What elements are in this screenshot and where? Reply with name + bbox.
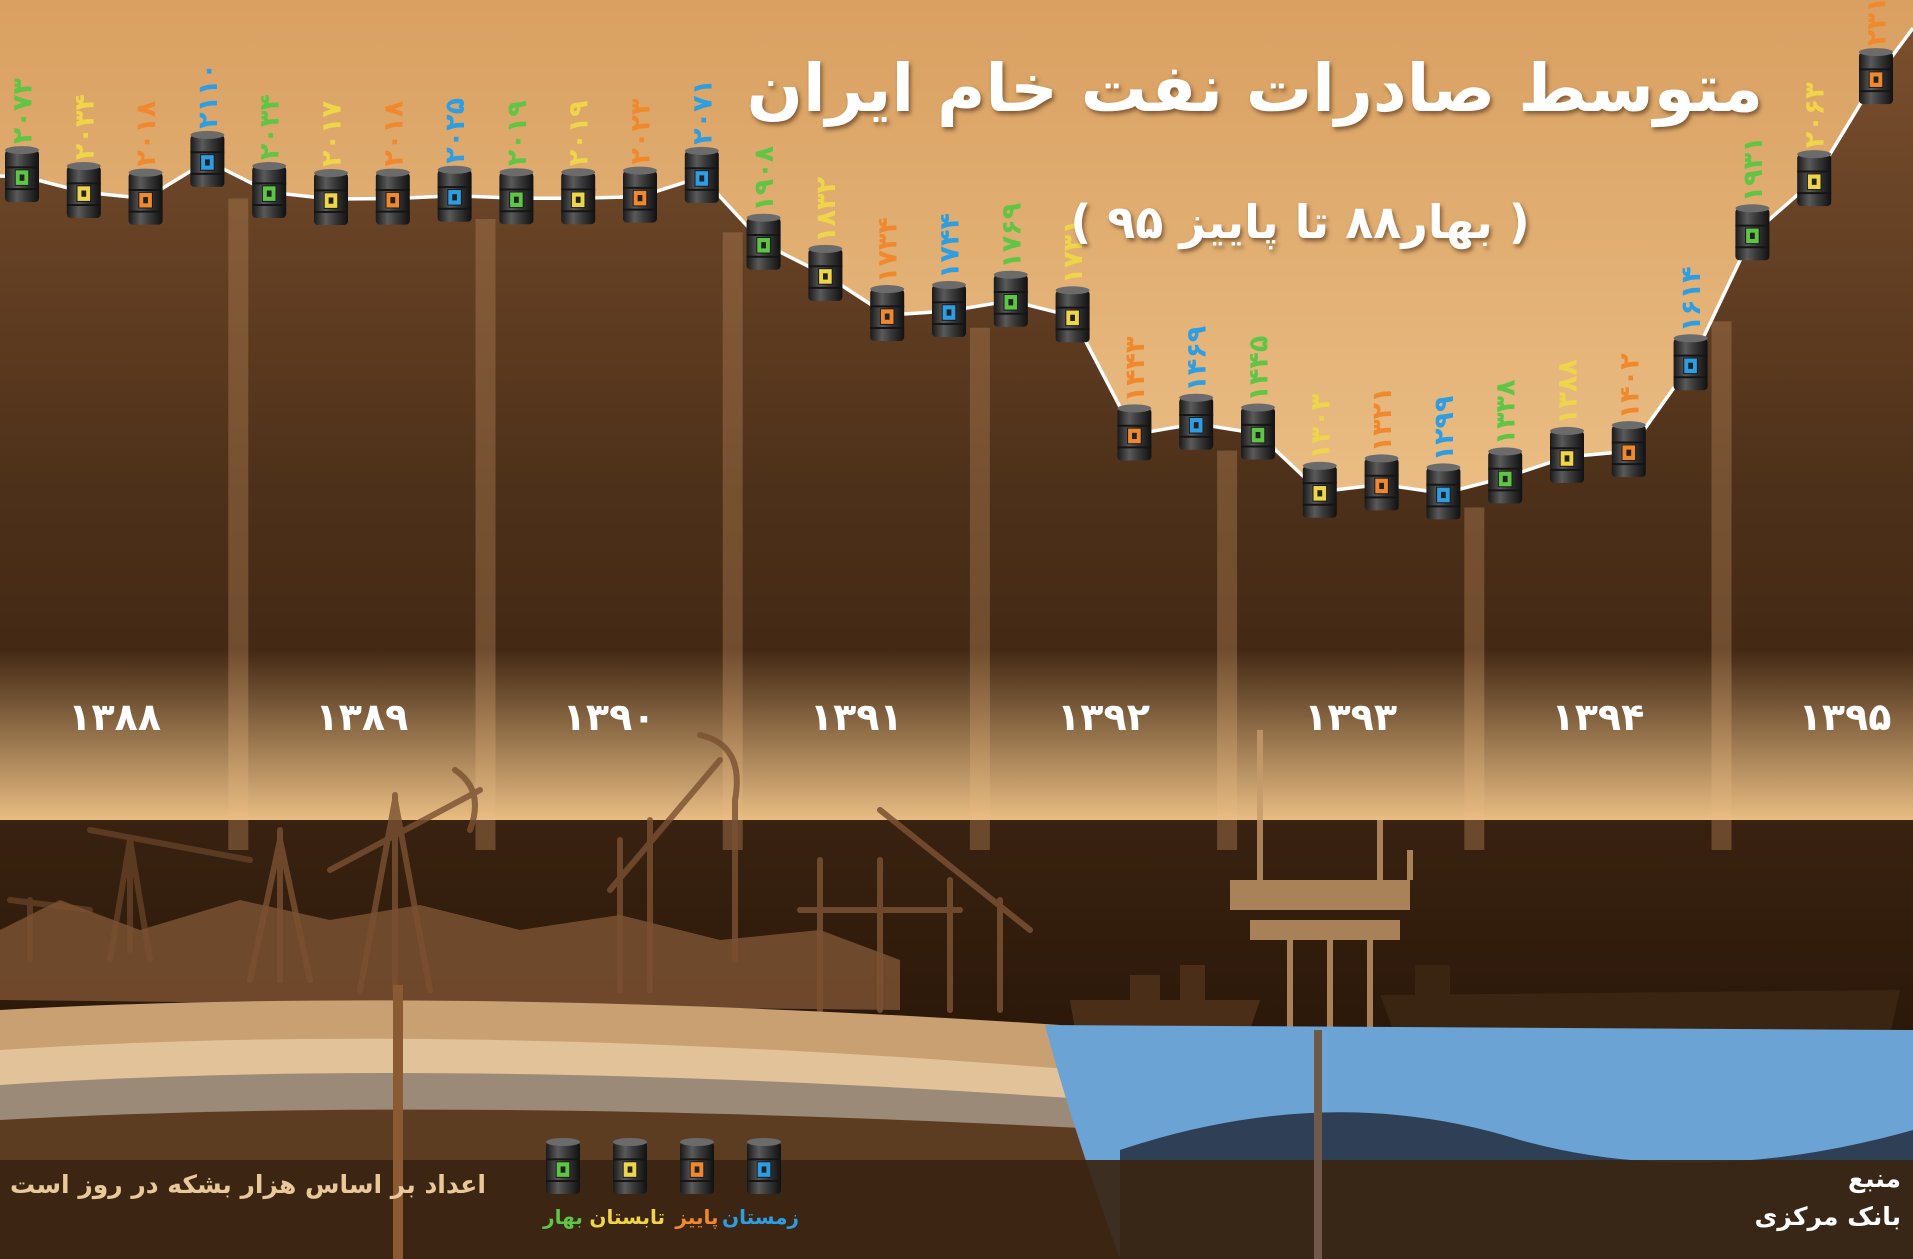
value-label: ۱۹۰۸ (749, 145, 780, 211)
value-label: ۲۰۲۳ (626, 98, 657, 164)
data-barrel (746, 213, 781, 270)
data-barrel (5, 146, 39, 203)
data-barrel (1611, 421, 1646, 478)
data-barrel (870, 285, 905, 342)
value-label: ۱۳۲۱ (1367, 386, 1398, 452)
legend (546, 1138, 781, 1194)
data-barrel (499, 168, 534, 225)
value-label: ۱۸۳۲ (811, 176, 842, 242)
year-label: ۱۳۹۴ (1552, 695, 1645, 739)
legend-label: زمستان (722, 1205, 799, 1229)
data-barrel (1241, 403, 1275, 460)
data-barrel (1364, 454, 1399, 511)
legend-label: پاییز (675, 1205, 719, 1229)
value-label: ۱۷۳۱ (1058, 218, 1089, 284)
legend-barrel (680, 1138, 714, 1194)
value-label: ۱۷۶۹ (996, 203, 1027, 269)
data-barrel (1055, 286, 1090, 343)
data-barrel (684, 146, 719, 203)
data-barrel (1302, 461, 1337, 518)
value-label: ۱۷۴۴ (935, 213, 966, 279)
value-label: ۱۳۳۸ (1491, 379, 1522, 445)
data-barrel (314, 169, 348, 226)
data-barrel (375, 168, 410, 225)
chart-subtitle: ( بهار۸۸ تا پاییز ۹۵ ) (1070, 195, 1530, 249)
year-label: ۱۳۹۵ (1799, 695, 1892, 739)
oil-field-silhouette (0, 732, 1033, 1013)
value-label: ۲۰۱۸ (131, 100, 162, 166)
tanker-ship (1380, 965, 1900, 1035)
value-label: ۱۳۰۳ (1305, 393, 1336, 459)
year-label: ۱۳۸۹ (316, 695, 409, 739)
legend-barrel (546, 1138, 580, 1194)
data-barrel (1426, 463, 1461, 520)
value-label: ۱۳۸۸ (1553, 358, 1584, 424)
value-labels: ۲۰۷۳ ۲۰۳۴ ۲۰۱۸ ۲۱۱۰ ۲۰۳۴ ۲۰۱۷ ۲۰۱۸ ۲۰۲۵ ۲۰۱۹ ۲۰۱۹… (8, 0, 1893, 461)
data-barrel (1179, 393, 1214, 450)
source-note: منبع بانک مرکزی (1755, 1160, 1902, 1236)
source-heading: منبع (1848, 1164, 1901, 1193)
value-label: ۱۷۳۴ (873, 217, 904, 283)
value-label: ۱۶۱۴ (1676, 266, 1707, 332)
legend-barrel (747, 1138, 781, 1194)
barrels (5, 48, 1893, 520)
data-barrel (1117, 404, 1152, 461)
value-label: ۲۰۱۹ (502, 100, 533, 166)
data-barrel (1550, 426, 1584, 483)
data-barrel (932, 280, 966, 337)
year-label: ۱۳۹۳ (1304, 695, 1397, 739)
data-barrel (190, 130, 225, 187)
value-label: ۲۰۱۹ (564, 100, 595, 166)
data-barrel (128, 168, 163, 225)
data-barrel (808, 244, 843, 301)
year-label: ۱۳۹۱ (810, 695, 903, 739)
data-barrel (1797, 150, 1832, 207)
year-label: ۱۳۹۰ (563, 695, 656, 739)
data-barrel (623, 166, 657, 223)
value-label: ۲۱۱۰ (193, 63, 224, 129)
chart-title: متوسط صادرات نفت خام ایران (746, 50, 1763, 127)
data-barrel (1673, 334, 1708, 391)
year-label: ۱۳۹۲ (1057, 695, 1150, 739)
legend-barrel (613, 1138, 647, 1194)
value-label: ۲۰۷۳ (8, 78, 39, 144)
year-labels: ۱۳۸۸ ۱۳۸۹ ۱۳۹۰ ۱۳۹۱ ۱۳۹۲ ۱۳۹۳ ۱۳۹۴ ۱۳۹۵ (68, 695, 1891, 739)
bottom-band (0, 1160, 1913, 1259)
data-barrel (993, 270, 1028, 327)
value-label: ۱۹۳۱ (1738, 136, 1769, 202)
year-label: ۱۳۸۸ (68, 695, 161, 739)
data-barrel (1488, 447, 1523, 504)
legend-label: بهار (543, 1205, 583, 1229)
value-label: ۱۴۴۳ (1120, 336, 1151, 402)
value-label: ۲۰۶۳ (1800, 82, 1831, 148)
value-label: ۲۰۳۴ (69, 94, 100, 160)
value-label: ۱۴۶۹ (1182, 326, 1213, 392)
value-label: ۲۰۱۷ (317, 101, 348, 167)
source-name: بانک مرکزی (1754, 1202, 1902, 1231)
horizon-fade (0, 650, 1913, 820)
value-label: ۲۰۱۸ (378, 100, 409, 166)
unit-note: اعداد بر اساس هزار بشکه در روز است (10, 1170, 486, 1199)
value-label: ۲۰۳۴ (255, 94, 286, 160)
cargo-ship (1070, 965, 1260, 1030)
data-barrel (1735, 204, 1770, 261)
value-label: ۲۳۱۲ (1862, 0, 1893, 46)
value-label: ۱۲۹۹ (1429, 395, 1460, 461)
value-label: ۲۰۷۱ (687, 79, 718, 145)
value-label: ۱۴۴۵ (1244, 336, 1275, 402)
value-label: ۱۴۰۲ (1614, 353, 1645, 419)
value-label: ۲۰۲۵ (440, 98, 471, 164)
offshore-platform (1230, 730, 1413, 1030)
data-barrel (1859, 48, 1893, 105)
data-barrel (437, 165, 472, 222)
data-barrel (561, 168, 596, 225)
data-barrel (66, 162, 101, 219)
legend-label: تابستان (589, 1205, 665, 1229)
data-barrel (252, 162, 287, 219)
